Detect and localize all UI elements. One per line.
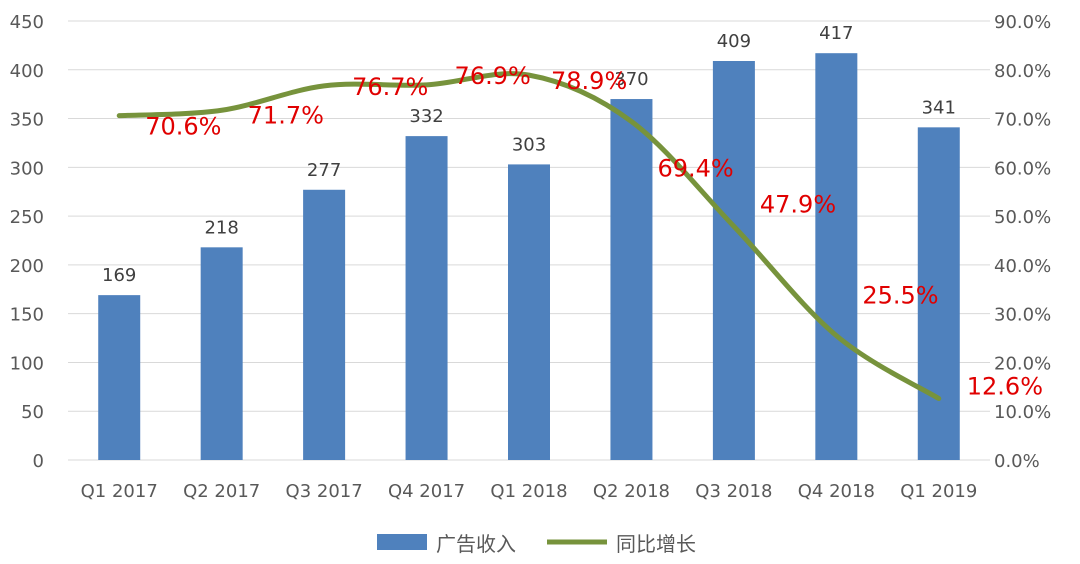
line-value-label: 12.6% <box>967 373 1043 401</box>
left-tick-label: 450 <box>10 12 44 33</box>
x-tick-label: Q4 2017 <box>388 481 465 502</box>
line-value-label: 25.5% <box>862 282 938 310</box>
line-value-label: 47.9% <box>760 190 836 218</box>
bar <box>815 53 858 461</box>
right-tick-label: 70.0% <box>994 110 1051 131</box>
left-tick-label: 0 <box>33 451 44 472</box>
left-axis-ticks: 0 50 100 150 200 250 300 350 400 450 <box>10 12 44 472</box>
left-tick-label: 200 <box>10 256 44 277</box>
bar <box>303 189 346 460</box>
x-tick-label: Q2 2017 <box>183 481 260 502</box>
left-tick-label: 50 <box>21 402 44 423</box>
right-tick-label: 0.0% <box>994 451 1040 472</box>
left-tick-label: 250 <box>10 207 44 228</box>
x-tick-label: Q4 2018 <box>798 481 875 502</box>
right-tick-label: 40.0% <box>994 256 1051 277</box>
legend-line-label: 同比增长 <box>616 532 696 556</box>
x-tick-label: Q2 2018 <box>593 481 670 502</box>
right-tick-label: 20.0% <box>994 353 1051 374</box>
bar-value-label: 218 <box>204 217 238 238</box>
bar-value-label: 370 <box>614 69 648 90</box>
right-tick-label: 10.0% <box>994 402 1051 423</box>
bar-value-label: 303 <box>512 134 546 155</box>
left-tick-label: 100 <box>10 353 44 374</box>
right-tick-label: 30.0% <box>994 305 1051 326</box>
line-series <box>116 71 942 402</box>
right-axis-ticks: 0.0% 10.0% 20.0% 30.0% 40.0% 50.0% 60.0% 70.0% 8… <box>994 12 1051 472</box>
x-tick-label: Q1 2018 <box>490 481 567 502</box>
bar <box>405 136 448 461</box>
left-tick-label: 400 <box>10 61 44 82</box>
bar-value-label: 332 <box>409 106 443 127</box>
line-value-label: 69.4% <box>657 154 733 182</box>
right-tick-label: 50.0% <box>994 207 1051 228</box>
bar-value-label: 341 <box>922 97 956 118</box>
left-tick-label: 300 <box>10 158 44 179</box>
bar <box>610 99 653 461</box>
x-tick-label: Q3 2017 <box>286 481 363 502</box>
x-tick-label: Q1 2017 <box>81 481 158 502</box>
bar <box>98 295 141 460</box>
x-tick-label: Q1 2019 <box>900 481 977 502</box>
legend: 广告收入 同比增长 <box>377 532 696 556</box>
x-axis-ticks: Q1 2017 Q2 2017 Q3 2017 Q4 2017 Q1 2018 Q2 20… <box>81 481 978 502</box>
line-value-label: 76.9% <box>455 62 531 90</box>
legend-bar-swatch <box>377 534 427 550</box>
line-value-label: 71.7% <box>248 101 324 129</box>
bar-value-label: 277 <box>307 160 341 181</box>
bar-value-label: 409 <box>717 31 751 52</box>
bar <box>712 60 755 461</box>
bar-series <box>98 53 960 461</box>
right-tick-label: 80.0% <box>994 61 1051 82</box>
right-tick-label: 90.0% <box>994 12 1051 33</box>
growth-line <box>116 71 942 402</box>
legend-bar-label: 广告收入 <box>436 532 516 556</box>
bar-value-label: 169 <box>102 265 136 286</box>
right-tick-label: 60.0% <box>994 158 1051 179</box>
x-tick-label: Q3 2018 <box>695 481 772 502</box>
line-value-label: 78.9% <box>551 67 627 95</box>
left-tick-label: 150 <box>10 305 44 326</box>
line-value-label: 70.6% <box>145 113 221 141</box>
bar <box>917 127 960 460</box>
line-data-labels: 70.6% 71.7% 76.7% 76.9% 78.9% 69.4% 47.9% 25.5%… <box>145 62 1043 401</box>
left-tick-label: 350 <box>10 110 44 131</box>
bar <box>508 164 550 460</box>
bar-value-label: 417 <box>819 23 853 44</box>
bar <box>200 247 243 460</box>
bar-data-labels: 169 218 277 332 303 370 409 417 341 <box>102 23 956 286</box>
line-value-label: 76.7% <box>352 73 428 101</box>
